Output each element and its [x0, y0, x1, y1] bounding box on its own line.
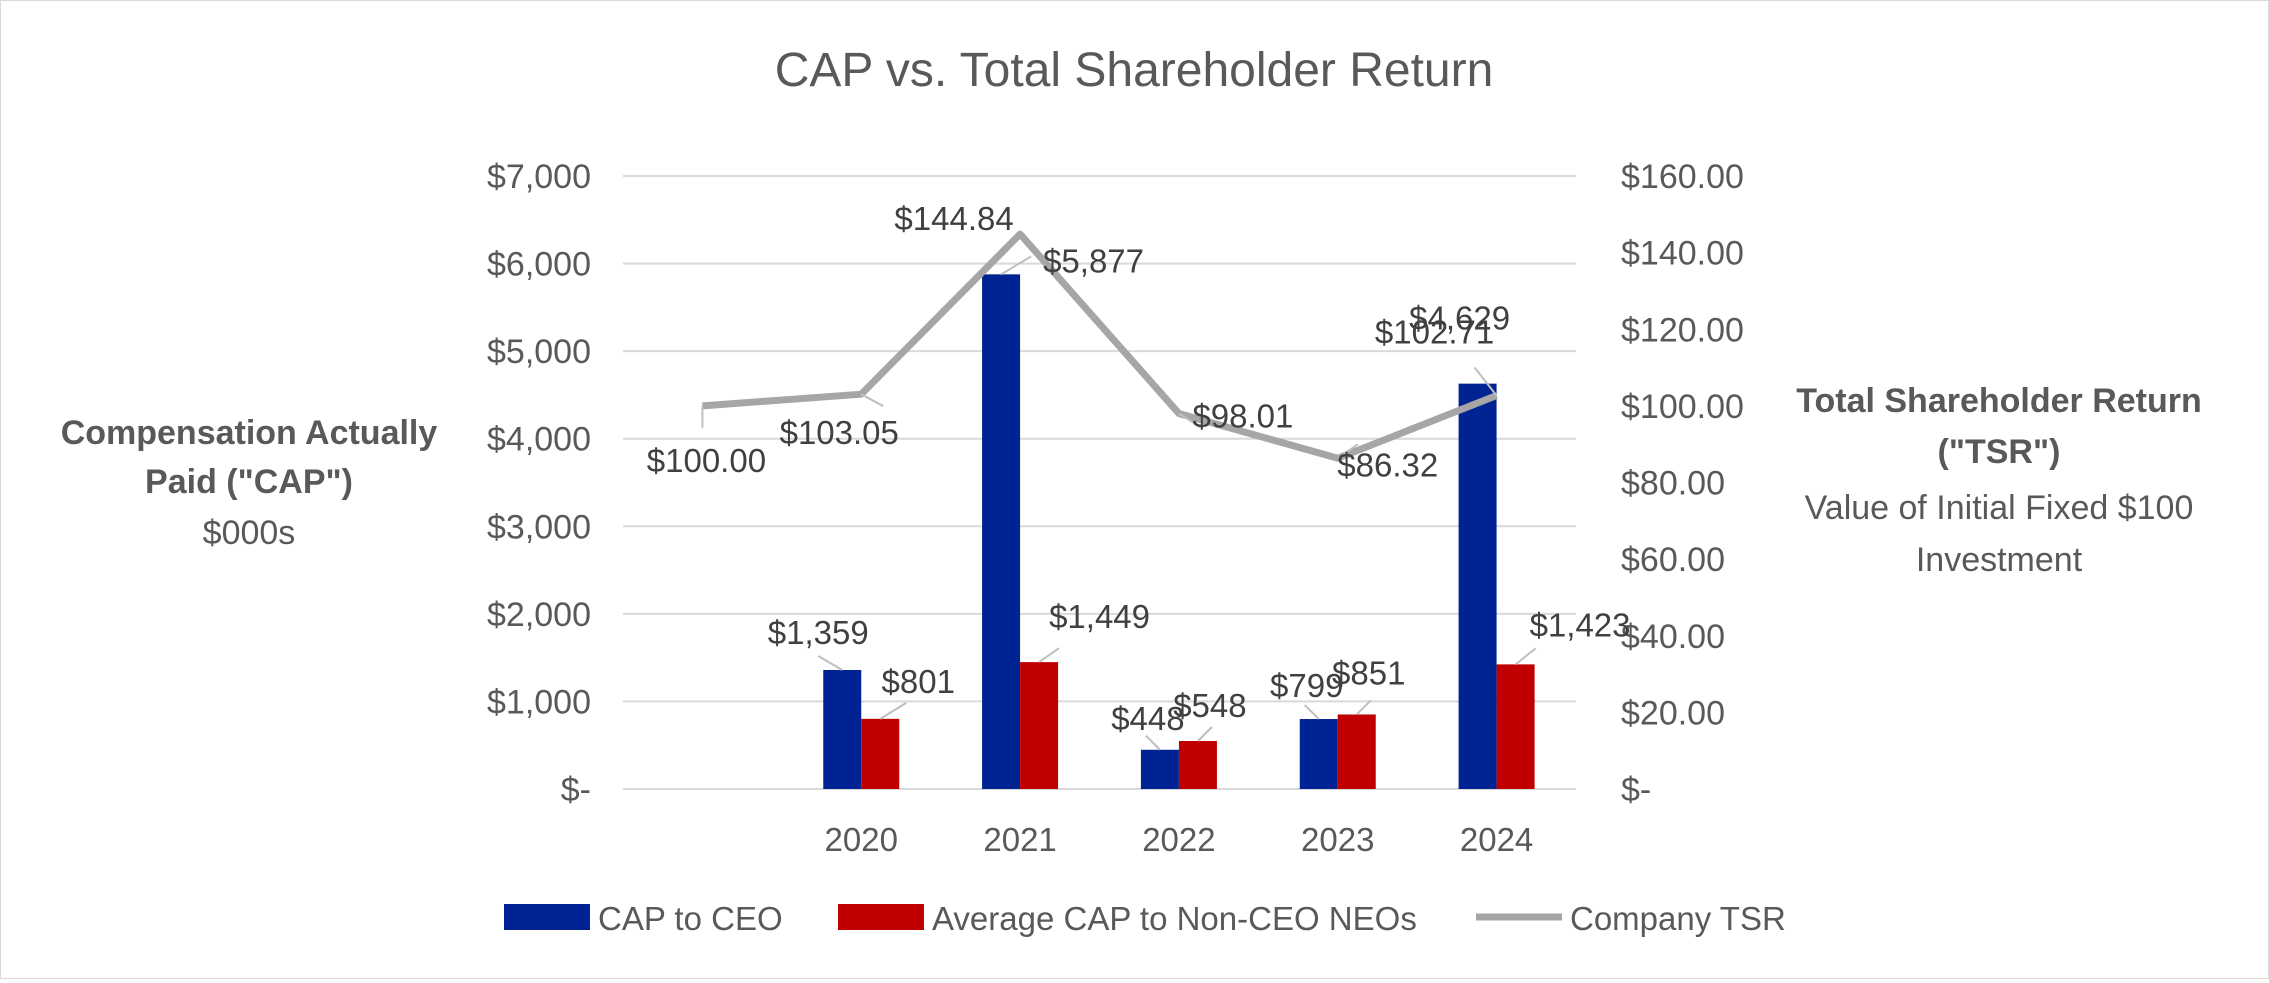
right-tick-label: $140.00 [1621, 235, 1744, 273]
category-label: 2021 [983, 821, 1056, 858]
leader-line [1038, 647, 1060, 663]
right-tick-label: $100.00 [1621, 388, 1744, 426]
data-label-avg-cap-non-ceo: $548 [1173, 687, 1246, 724]
data-label-cap-to-ceo: $5,877 [1043, 242, 1144, 279]
right-axis-subtitle-line-1: Value of Initial Fixed $100 [1805, 489, 2194, 527]
bar-avg-cap-non-ceo [1496, 664, 1535, 789]
left-axis-title-line-2: Paid ("CAP") [145, 463, 353, 501]
chart-title: CAP vs. Total Shareholder Return [775, 44, 1494, 97]
category-label: 2023 [1301, 821, 1374, 858]
left-tick-label: $4,000 [487, 421, 591, 459]
left-axis-unit: $000s [203, 514, 296, 552]
data-label-avg-cap-non-ceo: $851 [1332, 654, 1405, 691]
leader-line [1197, 726, 1213, 742]
leader-line [817, 655, 843, 671]
left-axis-ticks: $- $1,000 $2,000 $3,000 $4,000 $5,000 $6,000 $7… [487, 158, 591, 809]
left-tick-label: $7,000 [487, 158, 591, 196]
bar-cap-to-ceo [982, 274, 1021, 789]
bar-avg-cap-non-ceo [1337, 714, 1376, 789]
bar-avg-cap-non-ceo [1020, 662, 1059, 789]
data-label-company-tsr: $102.71 [1375, 313, 1494, 350]
right-axis-title-line-2: ("TSR") [1938, 433, 2061, 471]
data-labels: $1,359 $5,877 $448 $799 $4,629 $801 $1,449 $548… [647, 200, 1631, 751]
left-tick-label: $- [561, 771, 591, 809]
right-tick-label: $120.00 [1621, 311, 1744, 349]
right-tick-label: $- [1621, 771, 1651, 809]
category-label: 2022 [1142, 821, 1215, 858]
left-tick-label: $6,000 [487, 246, 591, 284]
data-label-company-tsr: $144.84 [894, 200, 1013, 237]
leader-line [879, 702, 907, 720]
category-label: 2020 [825, 821, 898, 858]
data-label-company-tsr: $103.05 [780, 414, 899, 451]
right-tick-label: $60.00 [1621, 541, 1725, 579]
right-axis-title: Total Shareholder Return ("TSR") Value o… [1796, 382, 2202, 579]
legend-swatch-avg-cap-non-ceo [838, 904, 924, 930]
leader-line [1473, 366, 1498, 397]
data-label-cap-to-ceo: $4,629 [1409, 300, 1510, 337]
bar-cap-to-ceo [823, 669, 862, 789]
tsr-line [702, 230, 1498, 462]
leader-line [1000, 255, 1032, 276]
bar-avg-cap-non-ceo [1178, 741, 1217, 789]
gridlines [623, 175, 1576, 790]
right-tick-label: $20.00 [1621, 694, 1725, 732]
right-axis-title-line-1: Total Shareholder Return [1796, 382, 2202, 420]
bar-avg-cap-non-ceo [861, 718, 900, 789]
legend-label-cap-to-ceo: CAP to CEO [598, 900, 783, 937]
legend-label-avg-cap-non-ceo: Average CAP to Non-CEO NEOs [932, 900, 1417, 937]
left-tick-label: $5,000 [487, 333, 591, 371]
line-series [702, 230, 1498, 462]
right-tick-label: $160.00 [1621, 158, 1744, 196]
leader-line [1178, 412, 1202, 429]
bar-cap-to-ceo [1458, 383, 1497, 789]
right-tick-label: $80.00 [1621, 465, 1725, 503]
category-labels: 2020 2021 2022 2023 2024 [825, 821, 1534, 858]
data-label-company-tsr: $98.01 [1192, 397, 1293, 434]
data-label-cap-to-ceo: $1,359 [768, 614, 869, 651]
category-label: 2024 [1460, 821, 1533, 858]
bar-cap-to-ceo [1140, 749, 1179, 789]
data-label-avg-cap-non-ceo: $1,449 [1049, 598, 1150, 635]
legend-label-company-tsr: Company TSR [1570, 900, 1786, 937]
right-tick-label: $40.00 [1621, 618, 1725, 656]
legend-swatch-cap-to-ceo [504, 904, 590, 930]
right-axis-ticks: $- $20.00 $40.00 $60.00 $80.00 $100.00 $120.00… [1621, 158, 1744, 809]
leader-line [1514, 647, 1537, 666]
leader-line [1337, 443, 1359, 460]
leader-line [1145, 735, 1161, 751]
leader-line [1356, 699, 1372, 716]
leader-line [1304, 704, 1320, 720]
left-axis-title-line-1: Compensation Actually [61, 414, 438, 452]
left-tick-label: $2,000 [487, 596, 591, 634]
data-label-company-tsr: $100.00 [647, 442, 766, 479]
bar-cap-to-ceo [1299, 719, 1338, 789]
data-label-avg-cap-non-ceo: $801 [882, 663, 955, 700]
bar-series [823, 274, 1535, 789]
left-tick-label: $3,000 [487, 508, 591, 546]
left-axis-title: Compensation Actually Paid ("CAP") $000s [61, 414, 438, 552]
leader-line [860, 393, 884, 408]
data-label-cap-to-ceo: $448 [1111, 700, 1184, 737]
data-label-avg-cap-non-ceo: $1,423 [1530, 606, 1631, 643]
right-axis-subtitle-line-2: Investment [1916, 541, 2083, 579]
data-label-cap-to-ceo: $799 [1270, 667, 1343, 704]
left-tick-label: $1,000 [487, 683, 591, 721]
data-label-company-tsr: $86.32 [1337, 446, 1438, 483]
legend: CAP to CEO Average CAP to Non-CEO NEOs C… [504, 900, 1786, 937]
